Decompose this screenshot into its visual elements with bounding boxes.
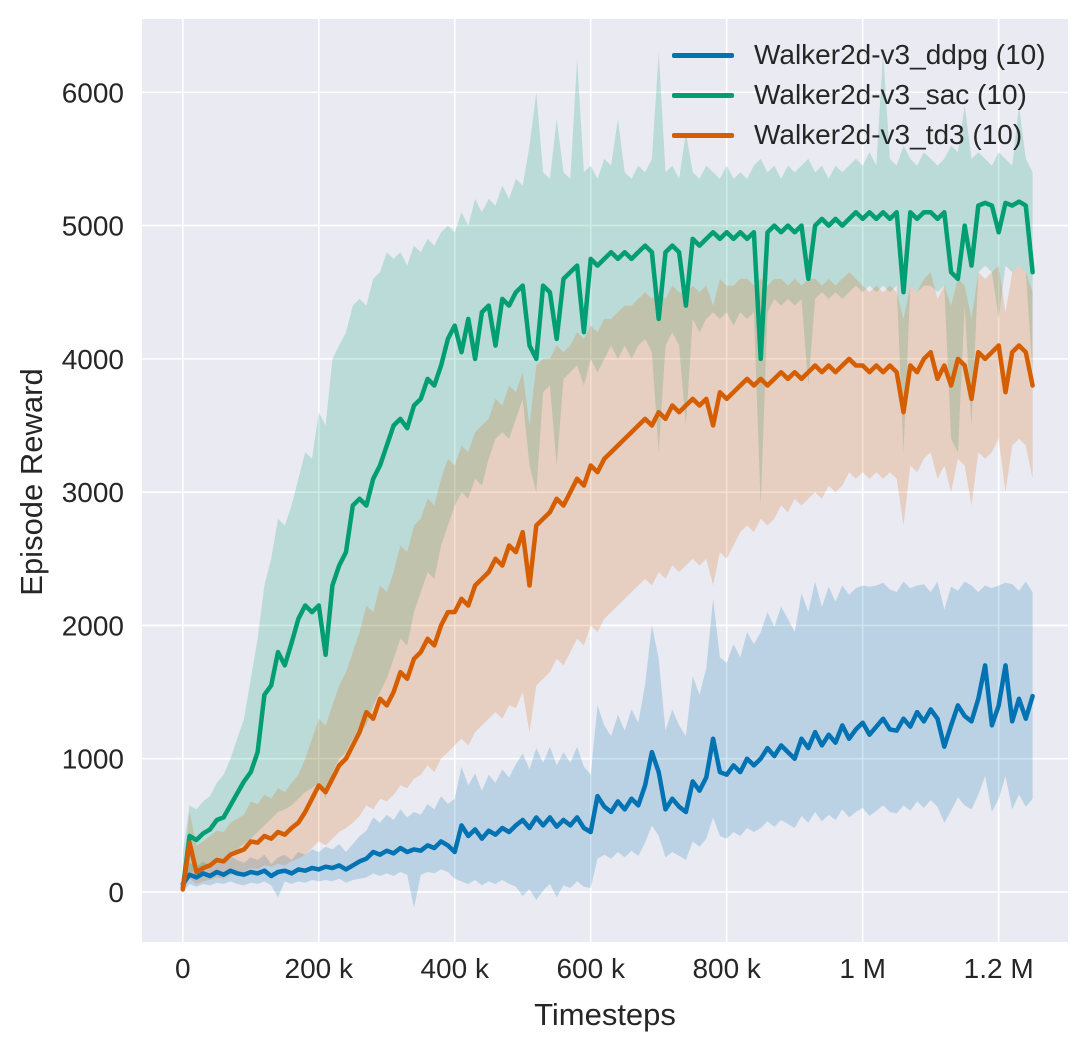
x-tick-label: 600 k xyxy=(556,953,625,984)
y-tick-label: 2000 xyxy=(62,610,124,641)
y-tick-label: 4000 xyxy=(62,344,124,375)
legend-swatch-td3 xyxy=(672,132,734,138)
y-tick-label: 0 xyxy=(108,877,124,908)
x-axis-label: Timesteps xyxy=(534,997,676,1032)
legend-item-td3: Walker2d-v3_td3 (10) xyxy=(672,115,1046,155)
legend: Walker2d-v3_ddpg (10) Walker2d-v3_sac (10… xyxy=(672,35,1046,155)
legend-label-sac: Walker2d-v3_sac (10) xyxy=(754,79,1027,110)
x-tick-label: 200 k xyxy=(285,953,354,984)
series-group xyxy=(180,52,1035,908)
x-tick-label: 1.2 M xyxy=(964,953,1034,984)
legend-label-td3: Walker2d-v3_td3 (10) xyxy=(754,119,1023,150)
x-tick-label: 0 xyxy=(175,953,191,984)
y-tick-label: 1000 xyxy=(62,744,124,775)
legend-swatch-ddpg xyxy=(672,52,734,58)
x-tick-label: 1 M xyxy=(839,953,886,984)
series-line-td3 xyxy=(180,343,1035,892)
grid xyxy=(142,19,1068,942)
series-band-sac xyxy=(182,52,1033,893)
legend-item-sac: Walker2d-v3_sac (10) xyxy=(672,75,1046,115)
legend-swatch-sac xyxy=(672,92,734,98)
y-axis-label: Episode Reward xyxy=(14,368,49,596)
legend-item-ddpg: Walker2d-v3_ddpg (10) xyxy=(672,35,1046,75)
y-tick-label: 3000 xyxy=(62,477,124,508)
y-tick-label: 5000 xyxy=(62,211,124,242)
legend-label-ddpg: Walker2d-v3_ddpg (10) xyxy=(754,39,1046,70)
series-band-td3 xyxy=(182,265,1033,893)
x-tick-label: 400 k xyxy=(420,953,489,984)
series-band-ddpg xyxy=(182,581,1033,908)
plot-area xyxy=(142,19,1068,942)
y-tick-label: 6000 xyxy=(62,77,124,108)
series-line-ddpg xyxy=(180,663,1035,887)
series-line-sac xyxy=(180,199,1035,891)
x-tick-label: 800 k xyxy=(692,953,761,984)
